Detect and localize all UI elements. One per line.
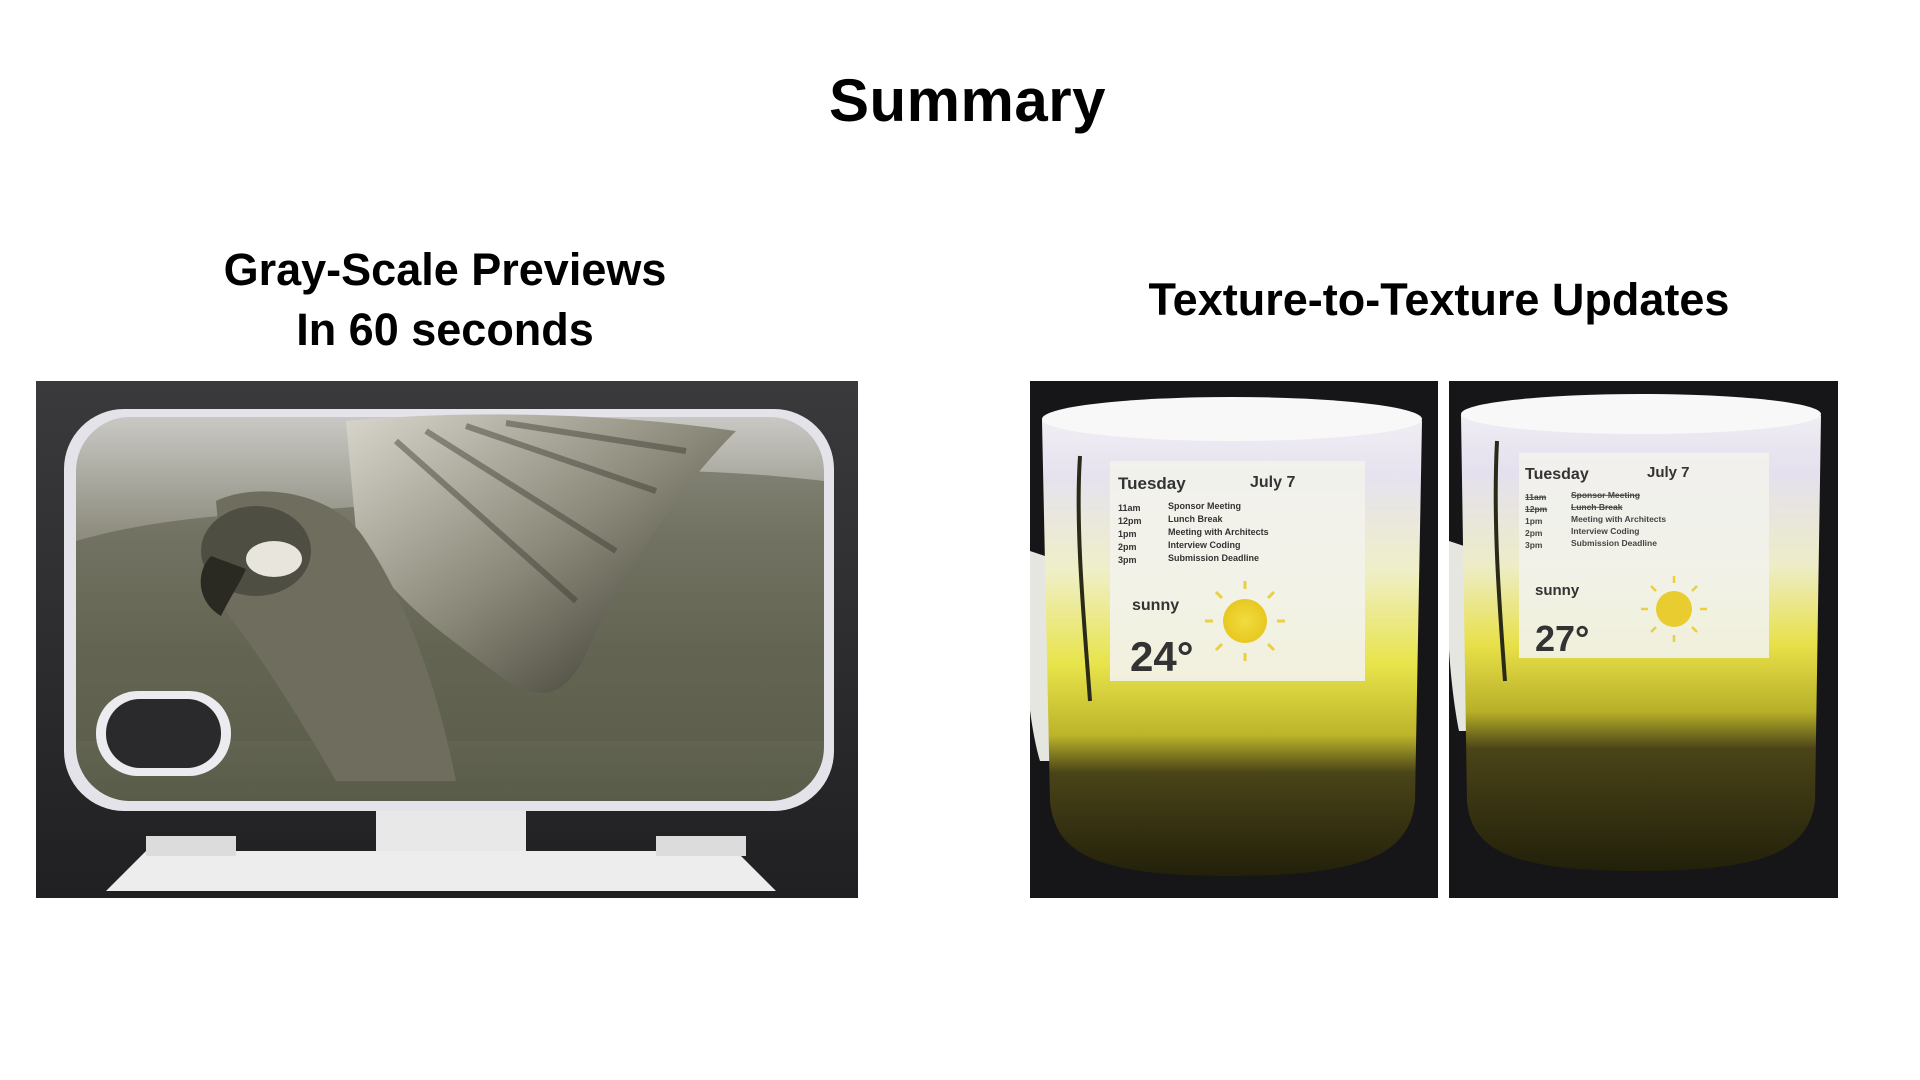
- mug-before-event-5: Submission Deadline: [1168, 553, 1259, 563]
- mug-after-illustration: Tuesday July 7 11am Sponsor Meeting 12pm…: [1449, 381, 1838, 898]
- mug-after-time-3: 1pm: [1525, 516, 1543, 526]
- mug-after-date: July 7: [1647, 464, 1690, 481]
- sun-icon: [1641, 576, 1707, 642]
- mug-after-time-2: 12pm: [1525, 504, 1548, 514]
- mug-before-event-1: Sponsor Meeting: [1168, 501, 1241, 511]
- mug-before-time-5: 3pm: [1118, 555, 1137, 565]
- phone-case-illustration: [36, 381, 858, 898]
- mug-after-event-4: Interview Coding: [1571, 526, 1639, 536]
- mug-after-time-5: 3pm: [1525, 540, 1543, 550]
- mug-after-time-4: 2pm: [1525, 528, 1543, 538]
- mug-before-illustration: Tuesday July 7 11am Sponsor Meeting 12pm…: [1030, 381, 1438, 898]
- right-heading: Texture-to-Texture Updates: [1148, 274, 1730, 325]
- mug-after-event-5: Submission Deadline: [1571, 538, 1657, 548]
- mug-before-time-3: 1pm: [1118, 529, 1137, 539]
- left-heading-line-2: In 60 seconds: [296, 304, 594, 355]
- mug-after-time-1: 11am: [1525, 492, 1547, 502]
- mug-before-photo: Tuesday July 7 11am Sponsor Meeting 12pm…: [1030, 381, 1438, 898]
- mug-before-event-2: Lunch Break: [1168, 514, 1224, 524]
- mug-after-weather: sunny: [1535, 582, 1580, 599]
- mug-before-time-2: 12pm: [1118, 516, 1142, 526]
- sun-icon: [1205, 581, 1285, 661]
- mug-after-photo: Tuesday July 7 11am Sponsor Meeting 12pm…: [1449, 381, 1838, 898]
- mug-before-time-1: 11am: [1118, 503, 1141, 513]
- parrot-phone-case-photo: [36, 381, 858, 898]
- mug-before-weather: sunny: [1132, 597, 1179, 614]
- mug-before-event-4: Interview Coding: [1168, 540, 1241, 550]
- mug-after-event-2: Lunch Break: [1571, 502, 1623, 512]
- mug-after-event-1: Sponsor Meeting: [1571, 490, 1640, 500]
- left-heading: Gray-Scale Previews In 60 seconds: [35, 240, 855, 360]
- mug-before-time-4: 2pm: [1118, 542, 1137, 552]
- mug-after-temperature: 27°: [1535, 618, 1589, 659]
- mug-before-temperature: 24°: [1130, 633, 1194, 680]
- mug-before-date: July 7: [1250, 474, 1295, 491]
- slide-title: Summary: [829, 67, 1106, 134]
- left-heading-line-1: Gray-Scale Previews: [223, 244, 667, 295]
- mug-before-day: Tuesday: [1118, 474, 1186, 493]
- mug-before-event-3: Meeting with Architects: [1168, 527, 1269, 537]
- mug-after-event-3: Meeting with Architects: [1571, 514, 1666, 524]
- mug-after-day: Tuesday: [1525, 466, 1589, 483]
